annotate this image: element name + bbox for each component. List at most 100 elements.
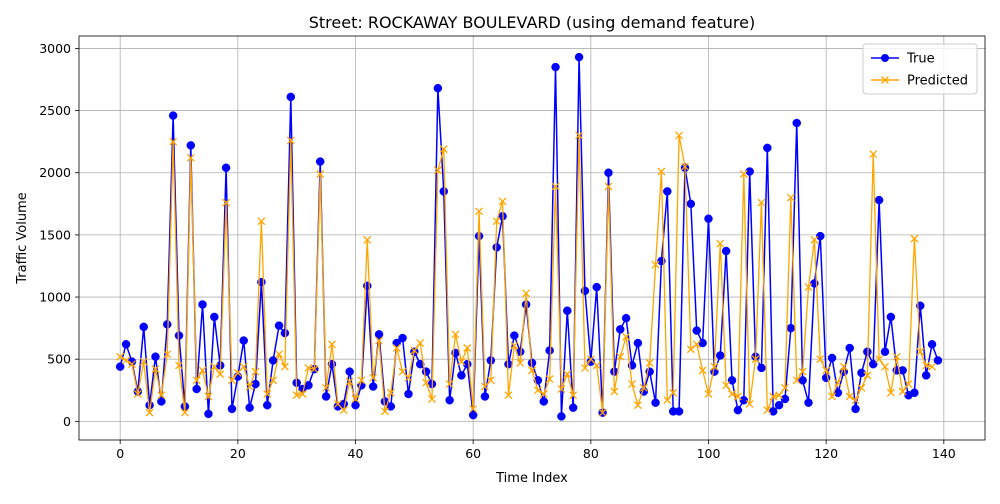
x-marker-stroke	[322, 383, 331, 392]
x-marker-stroke	[304, 363, 313, 372]
data-point-true	[210, 312, 219, 322]
series-layer	[115, 52, 943, 421]
x-axis-title: Time Index	[495, 471, 568, 486]
data-point-predicted	[733, 392, 742, 401]
data-point-true	[880, 347, 890, 356]
data-point-true	[774, 400, 784, 410]
data-point-predicted	[769, 392, 778, 401]
data-point-predicted	[828, 392, 836, 401]
data-point-predicted	[163, 350, 172, 359]
data-point-predicted	[675, 131, 684, 140]
data-point-predicted	[386, 388, 395, 397]
data-point-predicted	[651, 260, 660, 269]
data-point-predicted	[133, 390, 142, 398]
data-point-true	[280, 328, 290, 338]
data-point-predicted	[239, 362, 248, 371]
x-marker-stroke	[445, 380, 454, 389]
data-point-true	[492, 243, 501, 252]
data-point-predicted	[422, 378, 431, 387]
data-point-true	[739, 395, 749, 405]
data-point-predicted	[380, 407, 389, 416]
data-point-predicted	[486, 376, 495, 385]
y-tick-label: 0	[63, 414, 71, 429]
data-point-predicted	[339, 406, 348, 415]
legend: True Predicted	[862, 43, 978, 95]
data-point-true	[698, 338, 707, 348]
x-marker-stroke	[392, 344, 401, 352]
x-marker-stroke	[133, 390, 142, 398]
data-point-predicted	[863, 371, 872, 380]
data-point-predicted	[757, 198, 766, 207]
data-point-predicted	[433, 166, 442, 175]
data-point-true	[421, 367, 431, 376]
data-point-predicted	[498, 197, 507, 206]
data-point-predicted	[151, 365, 160, 374]
data-point-predicted	[216, 370, 225, 379]
x-marker-stroke	[639, 383, 648, 392]
x-marker-stroke	[569, 391, 578, 400]
legend-label: True	[906, 52, 935, 67]
x-marker-stroke	[280, 362, 289, 371]
data-point-predicted	[475, 207, 484, 216]
data-point-true	[851, 404, 860, 414]
data-point-true	[274, 321, 284, 330]
data-point-predicted	[457, 357, 466, 366]
x-marker-stroke	[475, 207, 484, 216]
data-point-predicted	[545, 375, 554, 384]
data-point-true	[604, 168, 613, 177]
data-point-predicted	[322, 383, 331, 392]
data-point-predicted	[739, 170, 748, 178]
data-point-predicted	[116, 352, 125, 361]
data-point-true	[580, 286, 590, 296]
x-marker-stroke	[692, 340, 701, 349]
x-marker-stroke	[316, 170, 325, 178]
data-point-predicted	[410, 346, 419, 355]
data-point-true	[804, 398, 813, 407]
data-point-true	[368, 382, 378, 391]
data-point-true	[392, 338, 401, 348]
x-marker-stroke	[886, 388, 895, 397]
x-marker-stroke	[857, 383, 866, 392]
x-marker-stroke	[286, 136, 295, 145]
x-marker-stroke	[869, 150, 878, 159]
data-point-predicted	[204, 392, 213, 401]
data-point-predicted	[786, 193, 795, 202]
x-marker-stroke	[598, 408, 607, 417]
data-point-predicted	[533, 386, 542, 395]
y-tick-label: 2500	[39, 103, 71, 118]
x-marker-stroke	[675, 131, 684, 140]
data-point-predicted	[522, 289, 531, 298]
data-point-predicted	[286, 136, 295, 145]
x-marker-stroke	[863, 371, 872, 380]
data-point-true	[510, 331, 519, 340]
x-marker-stroke	[833, 378, 842, 387]
x-marker-stroke	[739, 170, 748, 178]
data-point-true	[910, 388, 919, 398]
x-marker-stroke	[745, 399, 754, 408]
data-point-true	[633, 338, 643, 348]
data-point-true	[115, 362, 125, 371]
data-point-true	[186, 141, 196, 150]
x-marker-stroke	[810, 235, 819, 244]
x-marker-stroke	[386, 388, 395, 397]
data-point-true	[674, 407, 684, 416]
data-point-predicted	[622, 332, 631, 341]
data-point-predicted	[663, 396, 672, 405]
x-marker-stroke	[575, 131, 584, 140]
x-marker-stroke	[781, 383, 789, 392]
x-marker-stroke	[545, 375, 554, 384]
data-point-predicted	[657, 167, 666, 176]
x-marker-stroke	[733, 392, 742, 401]
data-point-predicted	[698, 366, 707, 375]
data-point-predicted	[175, 361, 183, 370]
x-marker-stroke	[398, 367, 407, 376]
data-point-predicted	[557, 385, 566, 393]
data-point-predicted	[275, 350, 283, 359]
x-marker-stroke	[410, 346, 419, 355]
x-marker-stroke	[916, 347, 925, 356]
data-point-predicted	[745, 399, 754, 408]
data-point-predicted	[298, 390, 307, 398]
x-marker-stroke	[716, 239, 725, 248]
data-point-predicted	[763, 406, 772, 415]
x-tick-label: 140	[932, 446, 956, 461]
